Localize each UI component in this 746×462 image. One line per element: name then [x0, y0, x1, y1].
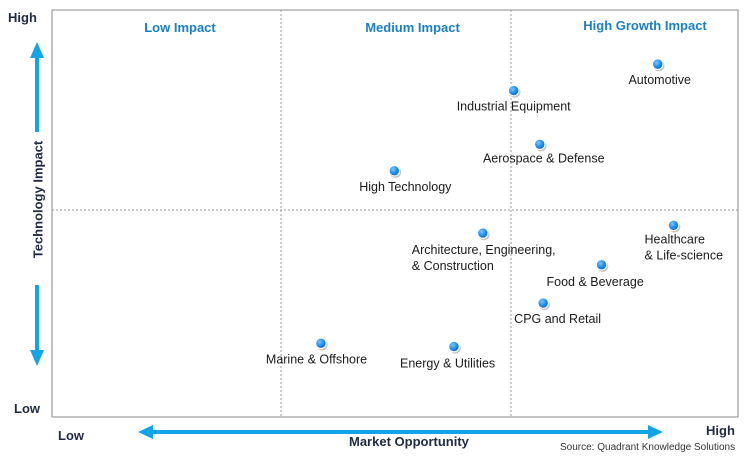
y-axis-arrow — [30, 42, 44, 366]
data-point-label: CPG and Retail — [514, 312, 601, 326]
data-point: Marine & Offshore — [266, 337, 367, 366]
data-point-label: Architecture, Engineering, & Construction — [412, 243, 556, 273]
data-point-marker — [534, 138, 546, 151]
data-point-marker — [507, 84, 520, 97]
data-point-marker — [315, 337, 327, 350]
data-point-marker — [448, 340, 460, 353]
y-axis-low-label: Low — [14, 401, 40, 416]
quadrant-label-medium: Medium Impact — [365, 20, 460, 35]
x-axis-title: Market Opportunity — [349, 434, 469, 449]
data-point: Automotive — [628, 58, 691, 87]
data-point-marker — [477, 227, 489, 239]
data-point-marker — [537, 297, 549, 309]
data-point-marker — [388, 165, 401, 177]
x-axis-arrow — [138, 425, 663, 439]
data-point: High Technology — [359, 165, 452, 194]
data-point: Industrial Equipment — [457, 84, 571, 114]
data-points: Automotive Industrial Equipment Aerospace … — [266, 58, 724, 371]
data-point-marker — [652, 58, 664, 70]
data-point-label: High Technology — [359, 180, 452, 194]
data-point-label: Marine & Offshore — [266, 352, 367, 366]
data-point-marker — [595, 259, 608, 271]
data-point-label: Aerospace & Defense — [483, 151, 605, 165]
source-note: Source: Quadrant Knowledge Solutions — [560, 442, 736, 453]
data-point: Food & Beverage — [546, 259, 644, 289]
data-point: Healthcare & Life-science — [645, 219, 724, 262]
x-axis-low-label: Low — [58, 428, 84, 443]
data-point-label: Energy & Utilities — [400, 357, 495, 371]
data-point-label: Automotive — [628, 73, 691, 87]
data-point: Architecture, Engineering, & Construction — [412, 227, 556, 273]
quadrant-label-low: Low Impact — [144, 20, 216, 35]
data-point-label: Food & Beverage — [546, 275, 643, 289]
plot-frame — [51, 9, 739, 418]
data-point-label: Industrial Equipment — [457, 100, 571, 114]
data-point: Energy & Utilities — [400, 340, 495, 371]
data-point: CPG and Retail — [514, 297, 601, 326]
x-axis-high-label: High — [706, 423, 735, 438]
data-point-marker — [667, 219, 680, 232]
y-axis-high-label: High — [8, 10, 37, 25]
data-point: Aerospace & Defense — [483, 138, 605, 165]
data-point-label: Healthcare & Life-science — [645, 232, 724, 262]
quadrant-label-high: High Growth Impact — [583, 18, 707, 33]
